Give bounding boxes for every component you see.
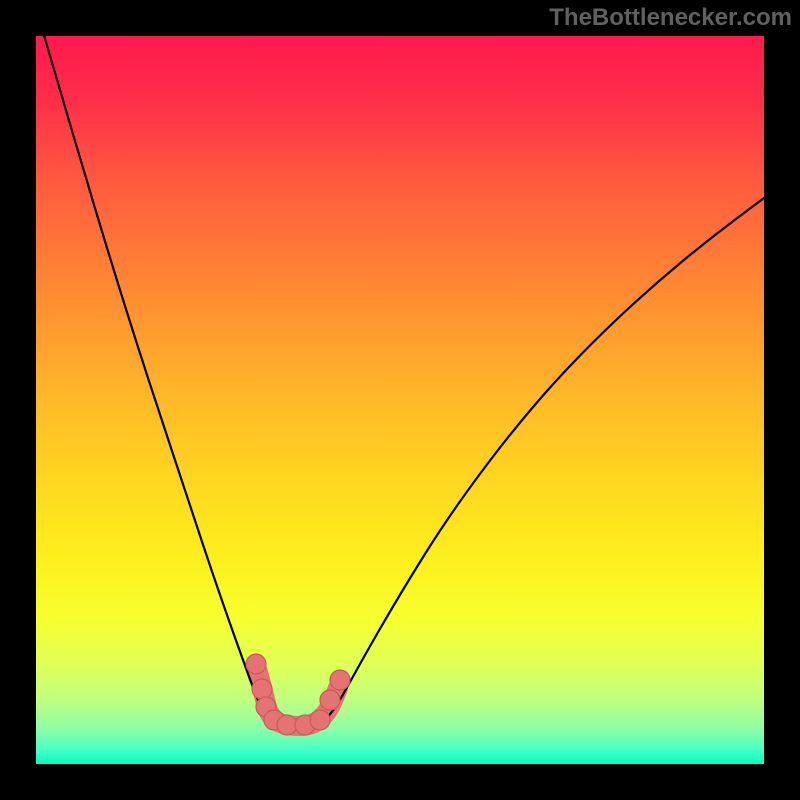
bottleneck-curve (36, 36, 764, 727)
data-marker (277, 715, 297, 735)
watermark-text: TheBottlenecker.com (549, 4, 792, 32)
data-marker (330, 670, 350, 690)
data-marker (252, 679, 272, 699)
marker-group (246, 654, 350, 735)
data-marker (310, 710, 330, 730)
data-marker (320, 690, 340, 710)
data-marker (246, 654, 266, 674)
plot-area (36, 36, 764, 764)
chart-container: TheBottlenecker.com (0, 0, 800, 800)
curve-layer (36, 36, 764, 764)
